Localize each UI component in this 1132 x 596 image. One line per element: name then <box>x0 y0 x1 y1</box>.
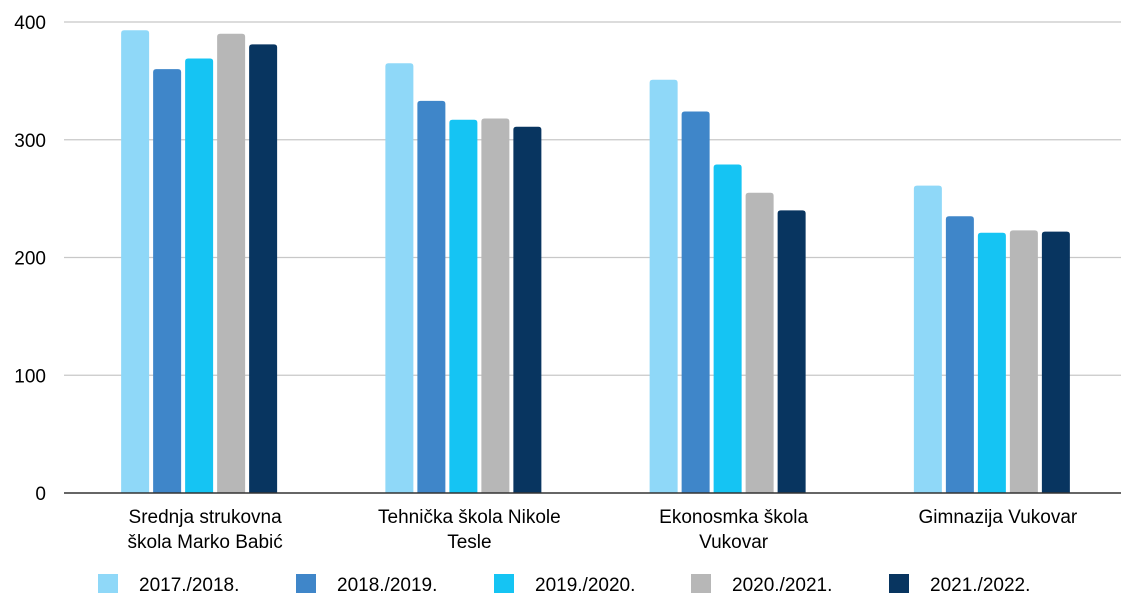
bar <box>185 58 214 493</box>
bar <box>649 79 678 493</box>
y-tick-label: 300 <box>14 131 46 152</box>
y-axis-ticks: 0 100 200 300 400 <box>14 13 46 505</box>
bar <box>417 100 446 493</box>
bar <box>249 44 278 494</box>
legend-swatch <box>494 574 514 593</box>
category-labels: Srednja strukovna škola Marko Babić Tehnič… <box>128 507 1078 553</box>
bars <box>121 30 1070 494</box>
legend-label: 2021./2022. <box>930 575 1030 596</box>
y-tick-label: 100 <box>14 366 46 387</box>
bar <box>913 185 942 494</box>
bar <box>513 126 542 494</box>
category-label: Vukovar <box>699 532 769 553</box>
category-label: Tehnička škola Nikole <box>378 507 561 528</box>
category-label: Ekonosmka škola <box>659 507 808 528</box>
legend-label: 2017./2018. <box>139 575 239 596</box>
y-tick-label: 400 <box>14 13 46 34</box>
bar <box>745 192 774 494</box>
bar <box>153 69 182 493</box>
bar <box>681 111 710 494</box>
legend-label: 2018./2019. <box>337 575 437 596</box>
legend-swatch <box>889 574 909 593</box>
bar <box>713 164 742 494</box>
legend: 2017./2018. 2018./2019. 2019./2020. 2020./2… <box>98 574 1030 596</box>
bar <box>1009 230 1038 494</box>
bar <box>1041 231 1070 493</box>
bar <box>977 232 1006 493</box>
bar <box>481 118 510 494</box>
bar <box>217 33 246 494</box>
legend-swatch <box>691 574 711 593</box>
y-tick-label: 200 <box>14 249 46 270</box>
category-label: škola Marko Babić <box>128 532 283 553</box>
bar <box>121 30 150 494</box>
legend-label: 2020./2021. <box>732 575 832 596</box>
bar <box>449 119 478 494</box>
y-tick-label: 0 <box>35 484 46 505</box>
legend-label: 2019./2020. <box>535 575 635 596</box>
bar <box>777 210 806 493</box>
legend-swatch <box>296 574 316 593</box>
category-label: Gimnazija Vukovar <box>919 507 1078 528</box>
legend-swatch <box>98 574 118 593</box>
bar <box>385 63 414 494</box>
category-label: Srednja strukovna <box>129 507 283 528</box>
category-label: Tesle <box>447 532 491 553</box>
bar <box>945 216 974 493</box>
